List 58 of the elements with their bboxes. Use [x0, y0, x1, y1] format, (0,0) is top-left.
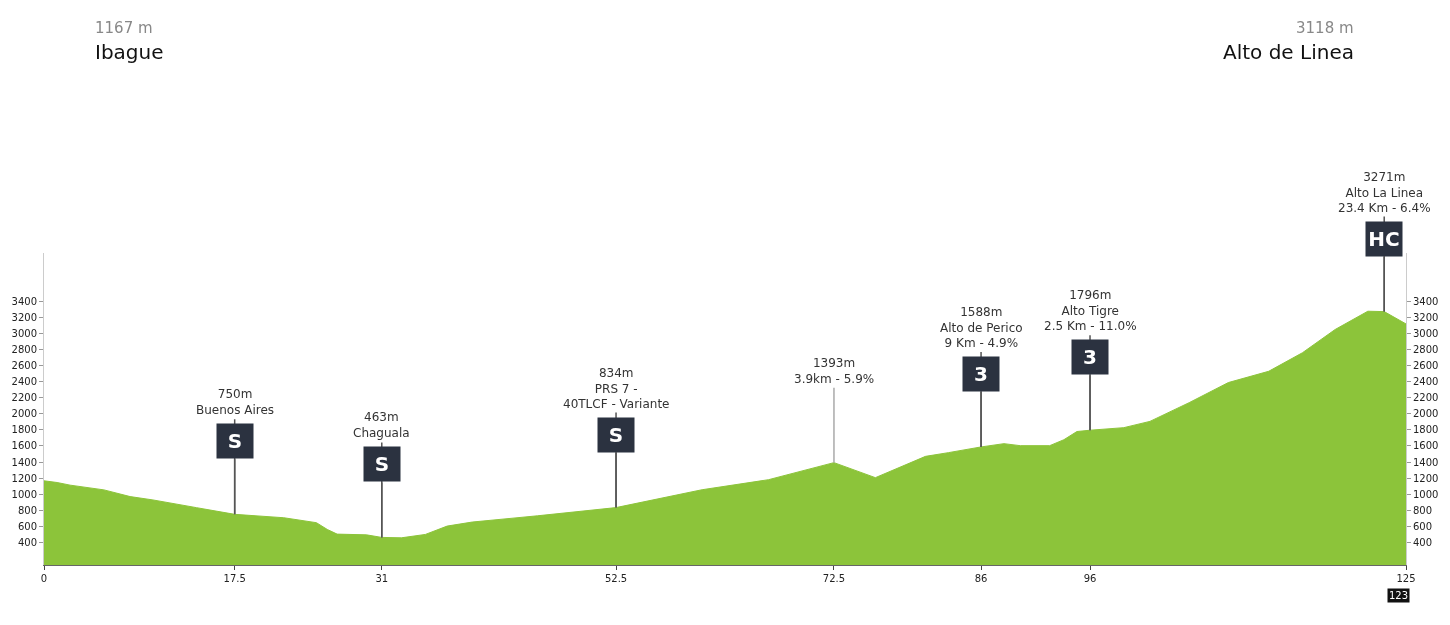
y-tick-label: 2200 [11, 392, 37, 404]
x-tick-label: 125 [1396, 573, 1416, 584]
annotation: S [608, 423, 624, 447]
y-tick-label: 1400 [11, 456, 37, 468]
y-tick-label: 2000 [11, 408, 37, 420]
y-tick-label: 2600 [11, 360, 37, 372]
annotation: 3271m Alto La Linea 23.4 Km - 6.4% [1338, 170, 1431, 216]
y-tick-label: 1200 [11, 472, 37, 484]
y-tick-label: 1000 [11, 488, 37, 500]
y2-tick-label: 400 [1413, 536, 1433, 548]
annotation: 1796m Alto Tigre 2.5 Km - 11.0% [1044, 288, 1137, 334]
y2-tick-label: 1000 [1413, 488, 1439, 500]
y-tick-label: 800 [17, 504, 37, 516]
x-tick-label: 31 [375, 573, 389, 584]
y2-tick-label: 800 [1413, 504, 1433, 516]
y-tick-label: 400 [17, 536, 37, 548]
y-tick-label: 1800 [11, 424, 37, 436]
y2-tick-label: 600 [1413, 520, 1433, 532]
x-tick-label: 52.5 [604, 573, 628, 584]
x-tick-label: 17.5 [223, 573, 246, 584]
y2-tick-label: 1800 [1413, 424, 1439, 436]
y2-tick-label: 3400 [1413, 295, 1439, 307]
text: 3118 m [1296, 19, 1354, 37]
y-tick-label: 600 [17, 520, 37, 532]
y-tick-label: 1600 [11, 440, 37, 452]
annotation: HC [1368, 227, 1400, 251]
annotation: 1588m Alto de Perico 9 Km - 4.9% [940, 305, 1023, 351]
y2-tick-label: 2200 [1413, 392, 1439, 404]
y2-tick-label: 2000 [1413, 408, 1439, 420]
annotation: 834m PRS 7 - 40TLCF - Variante [563, 366, 670, 412]
annotation: 750m Buenos Aires [196, 387, 275, 417]
annotation: 3 [1083, 345, 1097, 369]
annotation: S [227, 429, 243, 453]
text: 1167 m [95, 19, 153, 37]
annotation: 3 [974, 362, 988, 386]
y2-tick-label: 2800 [1413, 343, 1439, 355]
y2-tick-label: 2600 [1413, 360, 1439, 372]
x-tick-label: 0 [40, 573, 48, 584]
x-tick-label: 72.5 [822, 573, 846, 584]
x-tick-label: 86 [974, 573, 988, 584]
y-tick-label: 3000 [11, 327, 37, 339]
y-tick-label: 3400 [11, 295, 37, 307]
text: Ibague [95, 40, 164, 64]
annotation: 1393m 3.9km - 5.9% [794, 356, 875, 386]
y2-tick-label: 1200 [1413, 472, 1439, 484]
y-tick-label: 2400 [11, 376, 37, 388]
text: Alto de Linea [1223, 40, 1354, 64]
y2-tick-label: 3200 [1413, 311, 1439, 323]
y2-tick-label: 2400 [1413, 376, 1439, 388]
text: 123 [1389, 590, 1409, 601]
y-tick-label: 3200 [11, 311, 37, 323]
x-tick-label: 96 [1083, 573, 1097, 584]
annotation: 463m Chaguala [353, 410, 410, 440]
annotation: S [374, 452, 390, 476]
y2-tick-label: 1400 [1413, 456, 1439, 468]
y2-tick-label: 1600 [1413, 440, 1439, 452]
y2-tick-label: 3000 [1413, 327, 1439, 339]
y-tick-label: 2800 [11, 343, 37, 355]
